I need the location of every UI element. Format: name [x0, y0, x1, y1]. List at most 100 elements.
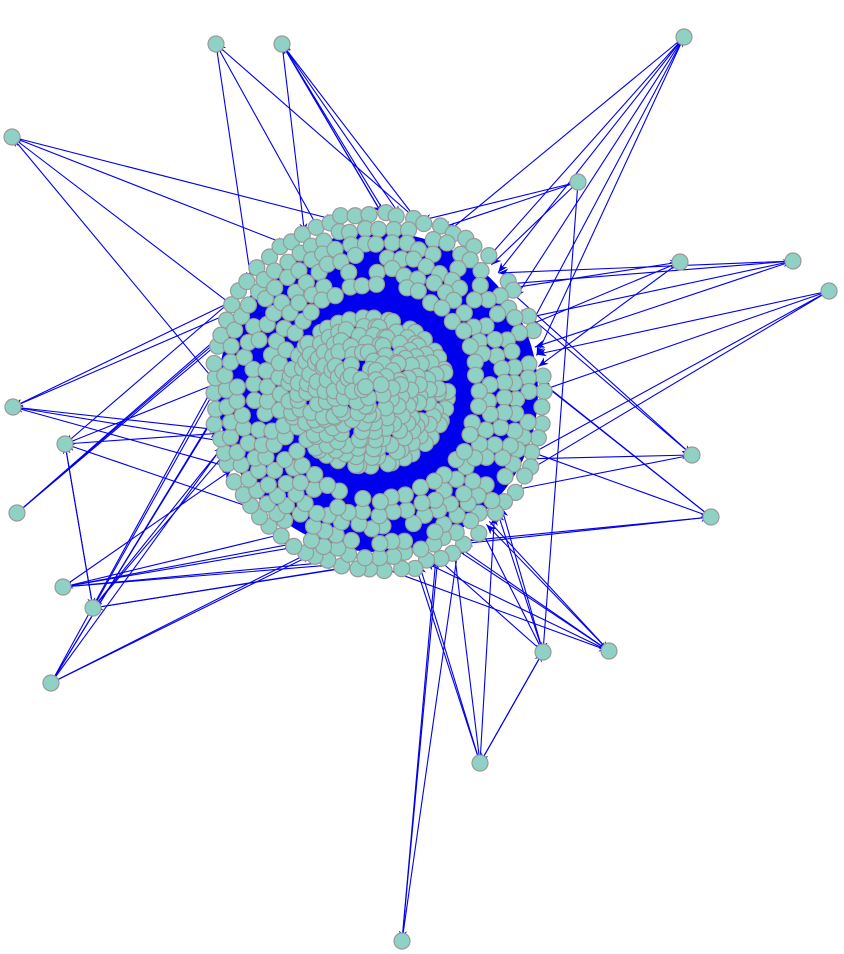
node	[329, 498, 347, 516]
node	[529, 429, 547, 447]
node	[438, 234, 456, 252]
node	[225, 473, 243, 491]
node	[367, 235, 385, 253]
node	[277, 474, 295, 493]
edge	[539, 181, 579, 653]
node	[223, 296, 241, 314]
edge	[513, 454, 693, 493]
node	[600, 642, 618, 660]
node	[302, 303, 320, 321]
edge	[281, 43, 401, 217]
node	[455, 485, 473, 503]
node	[433, 299, 451, 317]
edge	[50, 380, 217, 684]
edge	[490, 181, 579, 266]
node	[415, 214, 433, 233]
edge	[11, 136, 217, 383]
edge	[418, 563, 481, 764]
edge	[11, 136, 288, 246]
edge	[62, 544, 298, 588]
edge	[92, 387, 217, 609]
edge	[50, 554, 313, 684]
node	[671, 253, 689, 271]
edge	[488, 521, 610, 652]
node	[533, 398, 551, 416]
node	[346, 246, 365, 264]
node	[290, 294, 308, 312]
node	[417, 257, 435, 276]
edge	[514, 36, 685, 299]
node	[471, 276, 489, 295]
node	[302, 531, 320, 550]
nodes	[3, 28, 838, 950]
edge	[12, 310, 234, 408]
node	[342, 531, 361, 550]
node	[340, 263, 358, 281]
node	[480, 246, 498, 265]
node	[413, 494, 431, 512]
node	[445, 291, 463, 309]
node	[396, 486, 414, 504]
node	[360, 205, 378, 224]
node	[486, 330, 504, 349]
node	[372, 376, 390, 394]
edge	[479, 515, 498, 764]
node	[207, 35, 225, 53]
edge	[485, 36, 685, 260]
edge	[64, 443, 257, 510]
node	[496, 388, 514, 407]
node	[702, 508, 720, 526]
node	[228, 443, 246, 461]
node	[820, 282, 838, 300]
node	[356, 549, 374, 567]
node	[409, 282, 427, 300]
node	[470, 397, 488, 415]
edge	[539, 290, 830, 392]
edge	[401, 546, 461, 942]
node	[443, 312, 461, 331]
node	[534, 367, 552, 385]
edge	[281, 43, 308, 234]
node	[268, 487, 287, 505]
node	[404, 250, 423, 268]
edge	[525, 259, 794, 319]
node	[470, 382, 488, 400]
edge	[536, 290, 830, 357]
edge	[530, 451, 712, 518]
node	[472, 262, 490, 280]
node	[369, 220, 388, 238]
node	[569, 173, 587, 191]
edge	[509, 259, 681, 289]
edge	[480, 529, 544, 653]
edge	[62, 541, 294, 588]
edge	[529, 290, 830, 456]
edge	[281, 43, 383, 215]
node	[239, 296, 258, 314]
edge	[62, 443, 94, 609]
edge	[414, 564, 481, 764]
node	[466, 366, 485, 384]
node	[293, 225, 311, 243]
node	[523, 443, 541, 461]
node	[84, 599, 102, 617]
node	[367, 275, 386, 293]
node	[431, 217, 450, 235]
node	[288, 442, 306, 460]
node	[266, 279, 284, 297]
edge	[16, 334, 226, 514]
node	[3, 128, 21, 146]
node	[4, 398, 22, 416]
node	[488, 305, 507, 323]
node	[56, 435, 74, 453]
node	[412, 540, 430, 558]
edge	[521, 309, 693, 456]
node	[393, 932, 411, 950]
edge	[534, 260, 794, 348]
edge	[398, 557, 439, 942]
edge	[50, 444, 224, 684]
edge	[11, 136, 337, 222]
node	[54, 578, 72, 596]
node	[506, 422, 524, 440]
edge	[424, 561, 610, 652]
